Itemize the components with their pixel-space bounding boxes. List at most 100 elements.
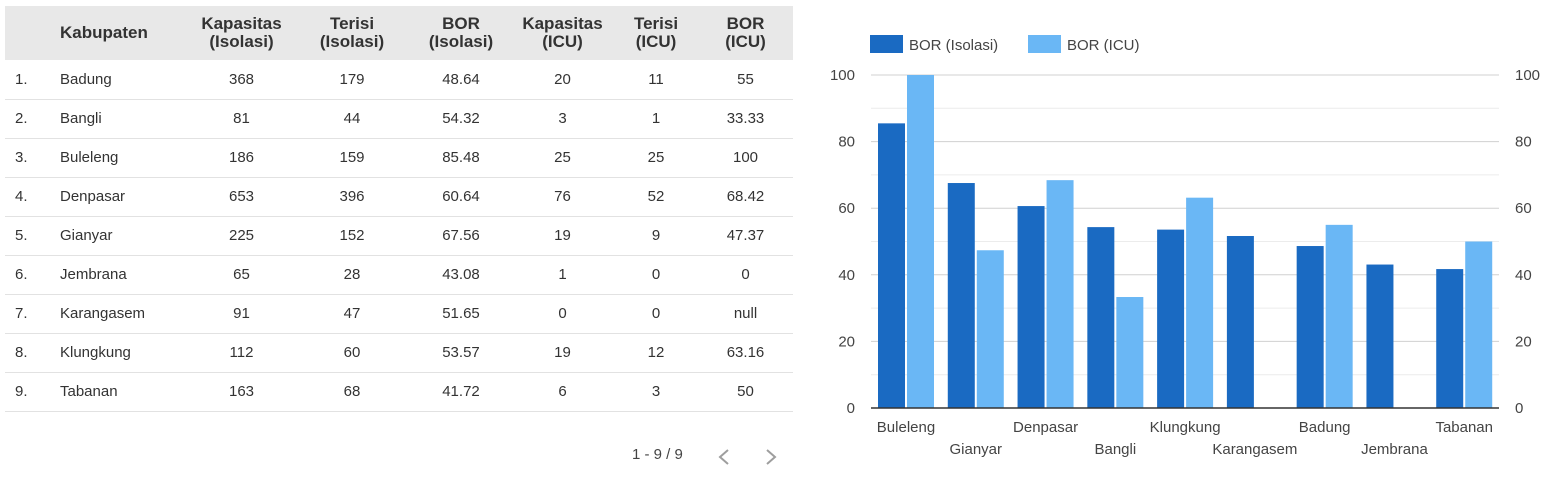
cell-name: Gianyar [60,227,113,244]
bar-bor-isolasi[interactable] [878,123,905,409]
cell-kap-icu: 1 [558,266,567,283]
x-category-label: Bangli [1094,441,1136,458]
cell-name: Buleleng [60,149,119,166]
x-category-label: Badung [1299,419,1351,436]
table-row[interactable]: 7. Karangasem 91 47 51.65 0 0 null [5,294,793,333]
cell-bor-iso: 51.65 [442,305,480,322]
bar-bor-isolasi[interactable] [1296,246,1324,408]
cell-bor-icu: 68.42 [726,188,765,205]
cell-ter-iso: 152 [339,227,365,244]
table-body: 1. Badung 368 179 48.64 20 11 55 2. Bangli 81 44 54.… [5,60,793,411]
cell-kap-icu: 6 [558,383,567,400]
table-row[interactable]: 6. Jembrana 65 28 43.08 1 0 0 [5,255,793,294]
bar-chart-panel: 0 0 20 20 40 40 60 60 80 80 100 100 Buleleng Gianyar D… [805,0,1553,480]
cell-name: Jembrana [60,266,127,283]
cell-bor-icu: 50 [737,383,754,400]
cell-bor-icu: 100 [732,149,759,166]
bar-bor-isolasi[interactable] [1436,269,1464,408]
y-tick-label-right: 100 [1515,67,1540,84]
x-category-label: Gianyar [950,441,1003,458]
x-category-label: Klungkung [1150,419,1221,436]
bar-bor-icu[interactable] [976,250,1004,408]
cell-bor-iso: 60.64 [442,188,480,205]
header-terisi-icu[interactable]: Terisi (ICU) [633,14,679,51]
x-category-label: Buleleng [877,419,935,436]
cell-ter-iso: 28 [343,266,361,283]
cell-kap-iso: 225 [228,227,255,244]
table-row[interactable]: 1. Badung 368 179 48.64 20 11 55 [5,60,793,99]
y-tick-label-right: 80 [1515,134,1532,151]
bar-bor-isolasi[interactable] [1157,229,1185,408]
table-row[interactable]: 3. Buleleng 186 159 85.48 25 25 100 [5,138,793,177]
cell-name: Klungkung [60,344,131,361]
next-page-button[interactable] [764,446,778,468]
y-tick-label-left: 20 [838,333,855,350]
cell-bor-iso: 53.57 [442,344,480,361]
legend-swatch-bor-isolasi[interactable] [870,35,903,53]
bar-bor-icu[interactable] [1046,180,1074,408]
bar-bor-isolasi[interactable] [1017,206,1045,408]
header-bor-isolasi[interactable]: BOR (Isolasi) [428,14,494,51]
table-row[interactable]: 2. Bangli 81 44 54.32 3 1 33.33 [5,99,793,138]
bar-bor-isolasi[interactable] [1226,236,1254,408]
cell-ter-iso: 60 [343,344,361,361]
cell-name: Badung [60,70,112,88]
bar-bor-icu[interactable] [1186,197,1214,408]
y-tick-label-left: 0 [847,400,855,417]
table-row[interactable]: 9. Tabanan 163 68 41.72 6 3 50 [5,372,793,411]
y-tick-label-left: 60 [838,200,855,217]
cell-name: Denpasar [60,188,126,205]
cell-name: Karangasem [60,305,146,322]
cell-ter-icu: 3 [651,383,661,400]
cell-kap-iso: 186 [228,149,255,166]
cell-kap-iso: 163 [228,383,255,400]
cell-ter-iso: 159 [339,149,365,166]
header-kapasitas-icu[interactable]: Kapasitas (ICU) [522,14,603,51]
cell-kap-icu: 25 [554,149,571,166]
legend-swatch-bor-icu[interactable] [1028,35,1061,53]
header-kapasitas-isolasi[interactable]: Kapasitas (Isolasi) [201,14,282,51]
table-header-row: Kabupaten Kapasitas (Isolasi) Terisi (Isol… [5,6,793,60]
cell-ter-iso: 44 [343,110,361,127]
bar-bor-isolasi[interactable] [947,183,975,408]
chevron-right-icon [766,449,777,465]
bar-bor-isolasi[interactable] [1366,264,1394,408]
bar-bor-icu[interactable] [907,75,934,408]
cell-kap-icu: 19 [554,344,571,361]
bar-chart: 0 0 20 20 40 40 60 60 80 80 100 100 Buleleng Gianyar D… [830,35,1540,458]
cell-bor-icu: null [733,305,758,322]
cell-ter-icu: 1 [651,110,661,127]
bar-bor-icu[interactable] [1325,224,1353,408]
cell-ter-icu: 25 [647,149,665,166]
cell-ter-icu: 11 [648,70,664,88]
bar-bor-icu[interactable] [1116,297,1144,408]
bar-bor-isolasi[interactable] [1087,227,1115,408]
table-row[interactable]: 5. Gianyar 225 152 67.56 19 9 47.37 [5,216,793,255]
cell-kap-icu: 19 [554,227,571,244]
cell-bor-icu: 0 [741,266,750,283]
legend-label-bor-isolasi[interactable]: BOR (Isolasi) [909,37,998,54]
header-bor-icu[interactable]: BOR (ICU) [725,14,766,51]
y-tick-label-right: 60 [1515,200,1532,217]
x-category-label: Tabanan [1435,419,1493,436]
cell-kap-iso: 91 [233,305,250,322]
cell-kap-icu: 76 [554,188,571,205]
cell-ter-iso: 47 [343,305,361,322]
data-table: Kabupaten Kapasitas (Isolasi) Terisi (Isol… [5,6,793,412]
cell-ter-icu: 52 [647,188,665,205]
cell-name: Bangli [60,110,102,127]
cell-kap-icu: 0 [558,305,567,322]
cell-bor-icu: 33.33 [726,110,765,127]
prev-page-button[interactable] [717,446,731,468]
x-category-label: Karangasem [1212,441,1297,458]
header-kabupaten[interactable]: Kabupaten [60,23,148,42]
cell-name: Tabanan [60,383,118,400]
legend-label-bor-icu[interactable]: BOR (ICU) [1067,37,1140,54]
table-row[interactable]: 4. Denpasar 653 396 60.64 76 52 68.42 [5,177,793,216]
bar-bor-icu[interactable] [1465,241,1493,409]
cell-bor-iso: 41.72 [442,383,480,400]
table-row[interactable]: 8. Klungkung 112 60 53.57 19 12 63.16 [5,333,793,372]
cell-bor-icu: 63.16 [726,344,765,361]
header-terisi-isolasi[interactable]: Terisi (Isolasi) [319,14,385,51]
chevron-left-icon [718,449,729,465]
